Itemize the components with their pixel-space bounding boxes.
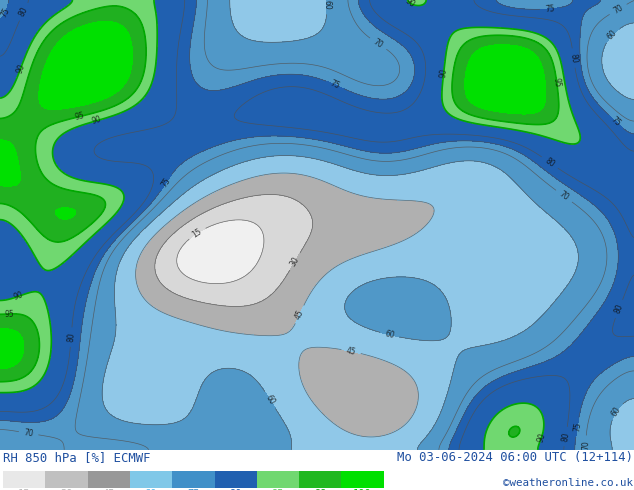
Bar bbox=[172, 471, 214, 488]
Text: 15: 15 bbox=[191, 227, 204, 240]
Text: RH 850 hPa [%] ECMWF: RH 850 hPa [%] ECMWF bbox=[3, 451, 151, 464]
Text: 30: 30 bbox=[60, 489, 73, 490]
Text: 45: 45 bbox=[346, 346, 357, 357]
Text: 75: 75 bbox=[609, 115, 623, 128]
Bar bbox=[299, 471, 341, 488]
Text: 75: 75 bbox=[160, 176, 172, 189]
Text: 95: 95 bbox=[271, 489, 284, 490]
Text: Mo 03-06-2024 06:00 UTC (12+114): Mo 03-06-2024 06:00 UTC (12+114) bbox=[397, 451, 633, 464]
Text: 70: 70 bbox=[581, 441, 590, 450]
Text: 60: 60 bbox=[605, 28, 619, 42]
Text: 90: 90 bbox=[91, 115, 103, 126]
Text: 75: 75 bbox=[572, 422, 583, 433]
Text: 99: 99 bbox=[314, 489, 327, 490]
Bar bbox=[257, 471, 299, 488]
Text: 90: 90 bbox=[439, 68, 449, 78]
Text: 70: 70 bbox=[23, 428, 34, 439]
Text: 60: 60 bbox=[610, 405, 623, 418]
Text: 90: 90 bbox=[536, 431, 547, 443]
Bar bbox=[3, 471, 46, 488]
Bar bbox=[87, 471, 130, 488]
Text: 70: 70 bbox=[372, 37, 385, 50]
Text: ©weatheronline.co.uk: ©weatheronline.co.uk bbox=[503, 478, 633, 488]
Text: 80: 80 bbox=[18, 5, 30, 18]
Text: 75: 75 bbox=[329, 79, 342, 91]
Bar bbox=[341, 471, 384, 488]
Text: 75: 75 bbox=[545, 4, 555, 14]
Text: 80: 80 bbox=[560, 431, 571, 442]
Bar bbox=[214, 471, 257, 488]
Text: 75: 75 bbox=[187, 489, 200, 490]
Text: 80: 80 bbox=[613, 303, 625, 315]
Text: 70: 70 bbox=[557, 190, 571, 203]
Text: 95: 95 bbox=[74, 111, 85, 122]
Text: 80: 80 bbox=[67, 332, 76, 342]
Text: 45: 45 bbox=[294, 308, 306, 321]
Text: 90: 90 bbox=[230, 489, 242, 490]
Text: 60: 60 bbox=[384, 329, 396, 341]
Text: 70: 70 bbox=[612, 3, 624, 16]
Bar bbox=[46, 471, 87, 488]
Text: 45: 45 bbox=[103, 489, 115, 490]
Text: 90: 90 bbox=[403, 0, 417, 10]
Text: 60: 60 bbox=[322, 0, 332, 9]
Text: 60: 60 bbox=[145, 489, 157, 490]
Text: 95: 95 bbox=[4, 309, 15, 318]
Text: 90: 90 bbox=[15, 63, 27, 75]
Text: 90: 90 bbox=[12, 291, 24, 302]
Text: 60: 60 bbox=[264, 393, 276, 407]
Text: 100: 100 bbox=[353, 489, 372, 490]
Text: 15: 15 bbox=[18, 489, 30, 490]
Text: 95: 95 bbox=[552, 77, 562, 88]
Bar bbox=[130, 471, 172, 488]
Text: 75: 75 bbox=[0, 6, 11, 19]
Text: 80: 80 bbox=[569, 52, 579, 63]
Text: 30: 30 bbox=[288, 255, 301, 268]
Text: 80: 80 bbox=[543, 156, 556, 169]
